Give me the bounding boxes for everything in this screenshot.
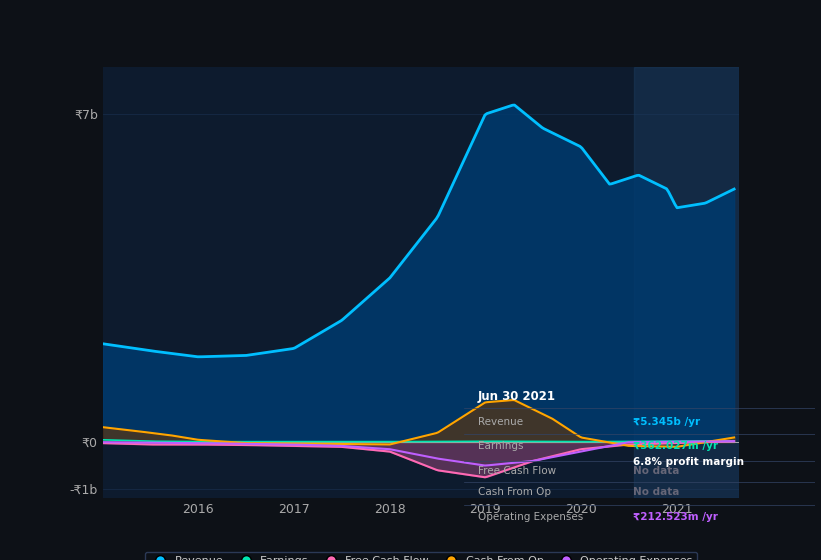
Text: No data: No data [632,466,679,476]
Text: ₹212.523m /yr: ₹212.523m /yr [632,512,718,522]
Text: Free Cash Flow: Free Cash Flow [478,466,556,476]
Text: 6.8% profit margin: 6.8% profit margin [632,458,744,468]
Text: No data: No data [632,487,679,497]
Text: ₹5.345b /yr: ₹5.345b /yr [632,417,699,427]
Text: Earnings: Earnings [478,441,524,451]
Bar [634,67,739,498]
Text: ₹362.027m /yr: ₹362.027m /yr [632,441,718,451]
Text: Operating Expenses: Operating Expenses [478,512,583,522]
Text: Jun 30 2021: Jun 30 2021 [478,390,556,403]
Text: Revenue: Revenue [478,417,523,427]
Legend: Revenue, Earnings, Free Cash Flow, Cash From Op, Operating Expenses: Revenue, Earnings, Free Cash Flow, Cash … [144,552,697,560]
Text: Cash From Op: Cash From Op [478,487,551,497]
